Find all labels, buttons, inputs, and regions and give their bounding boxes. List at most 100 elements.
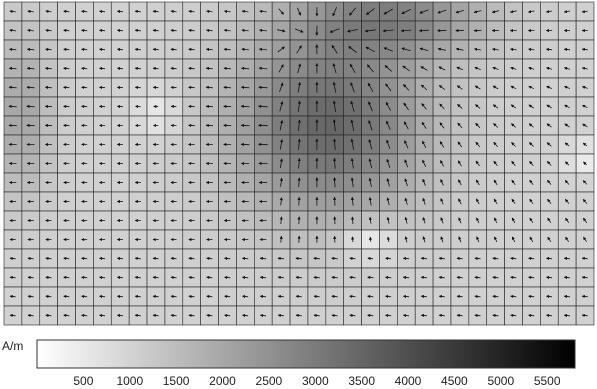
direction-arrow [349,313,356,318]
direction-arrow [333,157,337,169]
direction-arrow [528,66,535,70]
direction-arrow [509,47,517,52]
direction-arrow [63,275,70,280]
direction-arrow [44,66,52,71]
direction-arrow [366,64,374,73]
direction-arrow [528,313,535,318]
direction-arrow [348,46,357,53]
direction-arrow [152,313,159,318]
direction-arrow [401,9,411,14]
direction-arrow [297,7,302,16]
direction-arrow [582,123,588,128]
direction-arrow [332,177,337,188]
direction-arrow [492,66,499,70]
direction-arrow [583,161,587,166]
direction-arrow [438,313,445,318]
direction-arrow [223,28,231,33]
colorbar-tick-label: 4500 [441,374,468,388]
direction-arrow [81,294,88,299]
direction-arrow [364,29,376,33]
direction-arrow [134,256,141,261]
colorbar-tick-label: 4000 [394,374,422,388]
direction-arrow [528,294,535,299]
direction-arrow [475,179,480,186]
direction-arrow [403,121,409,130]
direction-arrow [26,85,35,89]
direction-arrow [456,66,464,71]
direction-arrow [134,313,141,318]
direction-arrow [259,275,267,280]
direction-arrow [581,275,588,280]
direction-arrow [27,294,34,299]
direction-arrow [563,47,571,52]
direction-arrow [419,47,429,51]
direction-arrow [313,275,320,280]
direction-arrow [457,122,463,129]
direction-arrow [223,85,232,90]
direction-arrow [475,122,481,128]
direction-arrow [455,47,464,51]
direction-arrow [313,294,320,299]
direction-arrow [547,179,552,185]
direction-arrow [27,313,34,318]
direction-arrow [457,103,463,109]
direction-arrow [98,28,106,33]
direction-arrow [581,85,588,89]
direction-arrow [279,197,283,206]
direction-arrow [564,123,570,128]
direction-arrow [188,275,195,280]
direction-arrow [367,294,374,299]
direction-arrow [492,275,499,280]
direction-arrow [277,46,285,53]
direction-arrow [241,66,250,71]
direction-arrow [333,196,337,206]
direction-arrow [583,236,588,242]
direction-arrow [422,178,426,186]
direction-arrow [545,256,553,261]
colorbar [36,339,576,369]
direction-arrow [206,9,213,14]
direction-arrow [346,29,358,33]
direction-arrow [384,294,392,299]
direction-arrow [224,294,231,299]
direction-arrow [492,313,499,318]
direction-arrow [206,313,213,318]
direction-arrow [241,47,249,51]
direction-arrow [134,47,141,52]
direction-arrow [63,313,70,318]
direction-arrow [582,198,588,204]
direction-arrow [473,47,482,51]
direction-arrow [386,120,391,130]
direction-arrow [98,313,106,318]
direction-arrow [63,47,70,52]
direction-arrow [510,104,517,109]
direction-arrow [420,313,427,318]
direction-arrow [277,313,284,318]
direction-arrow [349,294,356,299]
colorbar-tick-label: 500 [73,374,94,388]
direction-arrow [277,256,285,261]
direction-arrow [206,275,213,280]
direction-arrow [564,85,570,89]
direction-arrow [205,47,213,52]
direction-arrow [581,47,588,52]
direction-arrow [349,256,356,261]
direction-arrow [456,294,463,299]
direction-arrow [365,8,375,15]
direction-arrow [9,256,16,261]
direction-arrow [350,196,355,206]
direction-arrow [547,217,552,224]
direction-arrow [456,256,463,261]
direction-arrow [27,28,34,33]
direction-arrow [475,104,481,109]
direction-arrow [440,179,444,186]
direction-arrow [367,275,374,280]
direction-arrow [152,275,159,280]
direction-arrow [8,85,17,89]
direction-arrow [457,160,462,167]
direction-arrow [422,216,426,224]
colorbar-tick-label: 5500 [533,374,561,388]
direction-arrow [529,236,534,243]
direction-arrow [564,104,570,109]
direction-arrow [457,141,463,148]
